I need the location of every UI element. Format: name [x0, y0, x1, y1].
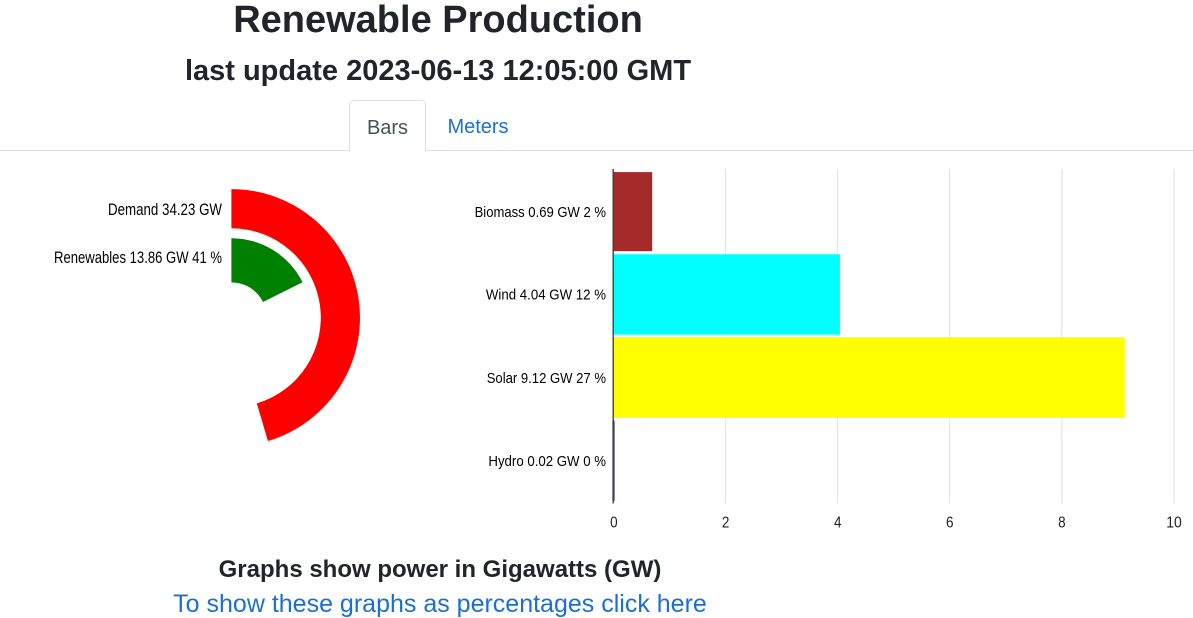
svg-text:10: 10 — [1166, 515, 1182, 532]
svg-text:Demand 34.23 GW: Demand 34.23 GW — [108, 200, 222, 219]
svg-text:8: 8 — [1058, 515, 1066, 532]
svg-text:Solar 9.12 GW 27 %: Solar 9.12 GW 27 % — [487, 370, 606, 387]
svg-text:Biomass 0.69 GW 2 %: Biomass 0.69 GW 2 % — [475, 204, 606, 221]
svg-text:4: 4 — [834, 515, 842, 532]
svg-text:Wind 4.04 GW 12 %: Wind 4.04 GW 12 % — [486, 287, 606, 304]
svg-text:6: 6 — [946, 515, 954, 532]
svg-text:0: 0 — [610, 515, 618, 532]
svg-text:2: 2 — [722, 515, 730, 532]
svg-text:Hydro 0.02 GW 0 %: Hydro 0.02 GW 0 % — [488, 453, 606, 470]
svg-text:Renewables 13.86 GW 41 %: Renewables 13.86 GW 41 % — [54, 248, 222, 267]
